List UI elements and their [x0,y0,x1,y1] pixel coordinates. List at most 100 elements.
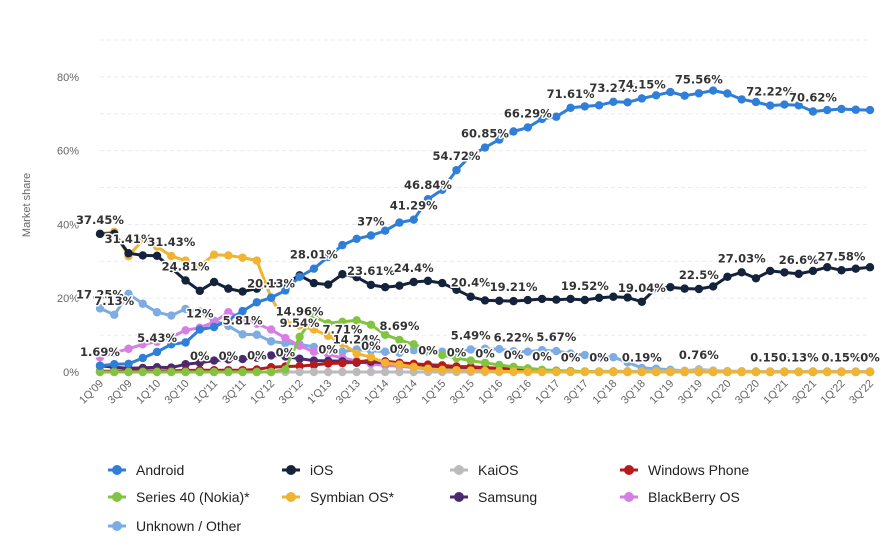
data-point[interactable] [823,263,832,272]
data-point[interactable] [195,325,205,334]
data-point[interactable] [765,266,775,276]
legend-item[interactable]: Android [108,462,184,478]
legend-item[interactable]: Unknown / Other [108,518,241,534]
data-point[interactable] [808,367,818,377]
data-point[interactable] [124,367,133,377]
data-point[interactable] [537,367,547,377]
data-point[interactable] [380,367,390,377]
data-point[interactable] [380,226,390,235]
data-point[interactable] [380,358,390,367]
data-point[interactable] [495,135,504,144]
data-point[interactable] [110,229,119,238]
data-point[interactable] [609,97,618,107]
data-point[interactable] [495,296,504,306]
data-point[interactable] [152,242,162,251]
data-point[interactable] [110,367,119,377]
data-point[interactable] [95,229,105,239]
data-point[interactable] [765,367,775,377]
data-point[interactable] [409,340,418,349]
data-point[interactable] [594,101,604,110]
data-point[interactable] [380,282,390,292]
legend-item[interactable]: Series 40 (Nokia)* [108,489,250,505]
data-point[interactable] [552,112,561,121]
data-point[interactable] [594,367,604,377]
data-point[interactable] [694,284,704,294]
data-point[interactable] [566,294,575,304]
data-point[interactable] [252,367,262,377]
data-point[interactable] [851,105,860,114]
data-point[interactable] [780,367,789,377]
data-point[interactable] [266,367,276,377]
data-point[interactable] [266,337,276,346]
data-point[interactable] [323,331,333,341]
data-point[interactable] [338,317,347,327]
data-point[interactable] [466,356,475,365]
data-point[interactable] [209,277,219,287]
data-point[interactable] [209,250,219,259]
data-point[interactable] [252,319,262,328]
data-point[interactable] [366,346,376,355]
data-point[interactable] [295,361,304,371]
data-point[interactable] [594,352,604,361]
data-point[interactable] [837,367,846,377]
data-point[interactable] [637,297,647,306]
data-point[interactable] [680,367,689,377]
data-point[interactable] [309,367,319,377]
data-point[interactable] [224,251,233,260]
data-point[interactable] [323,252,333,262]
data-point[interactable] [823,367,832,377]
data-point[interactable] [580,102,590,111]
data-point[interactable] [537,294,547,304]
data-point[interactable] [252,298,262,307]
data-point[interactable] [138,340,147,349]
data-point[interactable] [495,367,504,376]
data-point[interactable] [124,249,133,258]
data-point[interactable] [323,319,333,328]
data-point[interactable] [323,359,333,368]
data-point[interactable] [124,289,133,298]
data-point[interactable] [409,362,418,372]
data-point[interactable] [252,284,262,293]
data-point[interactable] [594,293,604,303]
data-point[interactable] [637,94,647,103]
data-point[interactable] [224,315,233,325]
data-point[interactable] [338,367,347,377]
data-point[interactable] [209,356,219,365]
data-point[interactable] [609,353,618,362]
data-point[interactable] [680,284,689,293]
data-point[interactable] [238,314,247,323]
data-point[interactable] [509,127,518,136]
data-point[interactable] [323,350,333,359]
data-point[interactable] [566,367,575,377]
data-point[interactable] [780,100,789,109]
data-point[interactable] [338,240,347,250]
data-point[interactable] [352,316,361,325]
data-point[interactable] [865,367,875,377]
data-point[interactable] [338,358,347,368]
data-point[interactable] [380,347,390,356]
data-point[interactable] [167,263,176,273]
data-point[interactable] [495,360,504,370]
data-point[interactable] [195,286,205,296]
data-point[interactable] [209,367,219,377]
data-point[interactable] [167,367,176,377]
data-point[interactable] [865,263,875,272]
data-point[interactable] [409,215,418,224]
data-point[interactable] [708,367,718,377]
legend-item[interactable]: KaiOS [450,462,518,478]
data-point[interactable] [152,251,162,260]
data-point[interactable] [466,151,475,161]
data-point[interactable] [238,367,247,377]
data-point[interactable] [352,234,361,244]
data-point[interactable] [694,367,704,377]
data-point[interactable] [181,256,190,265]
data-point[interactable] [224,308,233,317]
data-point[interactable] [751,274,761,283]
data-point[interactable] [794,101,803,110]
data-point[interactable] [737,95,746,104]
data-point[interactable] [480,366,490,376]
data-point[interactable] [466,366,475,375]
data-point[interactable] [295,367,304,377]
data-point[interactable] [794,269,803,279]
data-point[interactable] [723,89,732,98]
